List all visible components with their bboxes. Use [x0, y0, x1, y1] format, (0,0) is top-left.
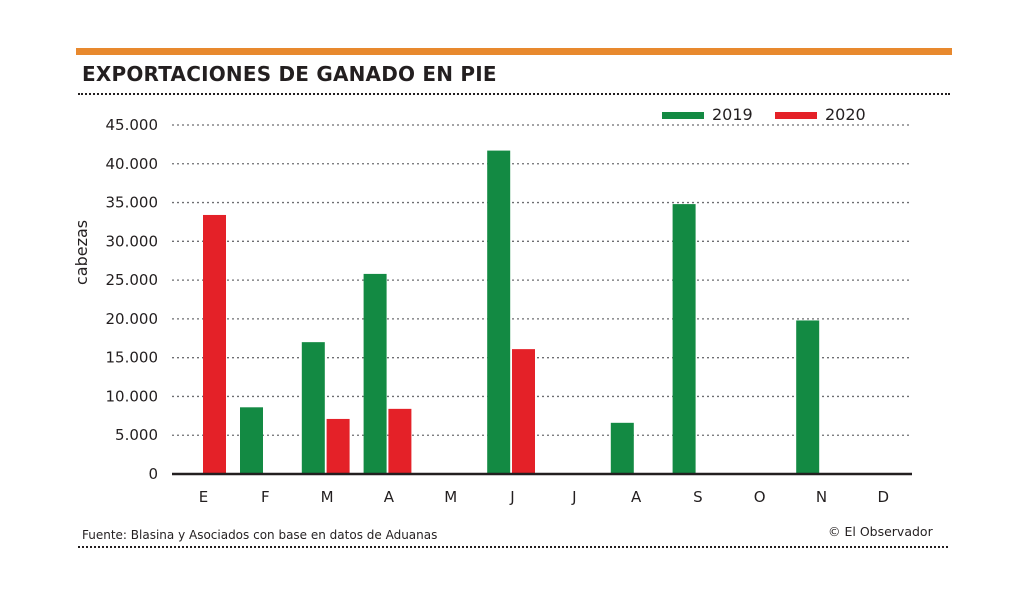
- x-tick-label: M: [444, 488, 457, 506]
- x-tick-label: D: [878, 488, 890, 506]
- x-tick-label: J: [571, 488, 576, 506]
- x-tick-label: S: [693, 488, 703, 506]
- y-tick-label: 25.000: [106, 271, 159, 289]
- bars: [203, 150, 820, 475]
- x-tick-label: N: [816, 488, 827, 506]
- bar-2019-8: [610, 422, 634, 474]
- x-tick-label: A: [631, 488, 642, 506]
- y-tick-label: 5.000: [115, 426, 158, 444]
- bar-2019-4: [363, 273, 387, 474]
- y-tick-label: 10.000: [106, 387, 159, 405]
- y-tick-label: 0: [148, 465, 158, 483]
- y-tick-label: 20.000: [106, 310, 159, 328]
- bar-2020-6: [512, 349, 535, 474]
- bar-2019-2: [240, 407, 263, 474]
- bar-2019-6: [487, 150, 511, 475]
- chart-title: EXPORTACIONES DE GANADO EN PIE: [82, 62, 497, 86]
- y-tick-label: 45.000: [106, 116, 159, 134]
- x-tick-label: M: [321, 488, 334, 506]
- x-tick-label: E: [199, 488, 208, 506]
- x-tick-label: O: [754, 488, 766, 506]
- y-tick-label: 40.000: [106, 155, 159, 173]
- y-tick-label: 35.000: [106, 194, 159, 212]
- bar-2019-9: [672, 204, 696, 474]
- legend-label-2019: 2019: [712, 105, 753, 124]
- bar-2020-1: [203, 214, 226, 474]
- y-axis-ticks: 0 5.000 10.000 15.000 20.000 25.000 30.000 35.0…: [106, 116, 159, 483]
- source-note: Fuente: Blasina y Asociados con base en …: [82, 528, 438, 542]
- credit: © El Observador: [828, 524, 933, 539]
- bar-2020-4: [388, 408, 412, 474]
- title-divider: [78, 93, 950, 95]
- x-tick-label: A: [384, 488, 395, 506]
- legend-swatch-2020: [775, 112, 817, 119]
- bar-2020-3: [326, 418, 350, 474]
- footer-divider: [78, 546, 948, 548]
- legend: 2019 2020: [662, 105, 866, 124]
- accent-rule: [76, 48, 952, 55]
- legend-swatch-2019: [662, 112, 704, 119]
- gridlines: [172, 124, 912, 436]
- x-tick-label: J: [509, 488, 514, 506]
- bar-2019-3: [301, 342, 325, 474]
- legend-label-2020: 2020: [825, 105, 866, 124]
- x-tick-label: F: [261, 488, 270, 506]
- y-tick-label: 30.000: [106, 232, 159, 250]
- bar-2019-11: [796, 320, 820, 474]
- y-tick-label: 15.000: [106, 349, 159, 367]
